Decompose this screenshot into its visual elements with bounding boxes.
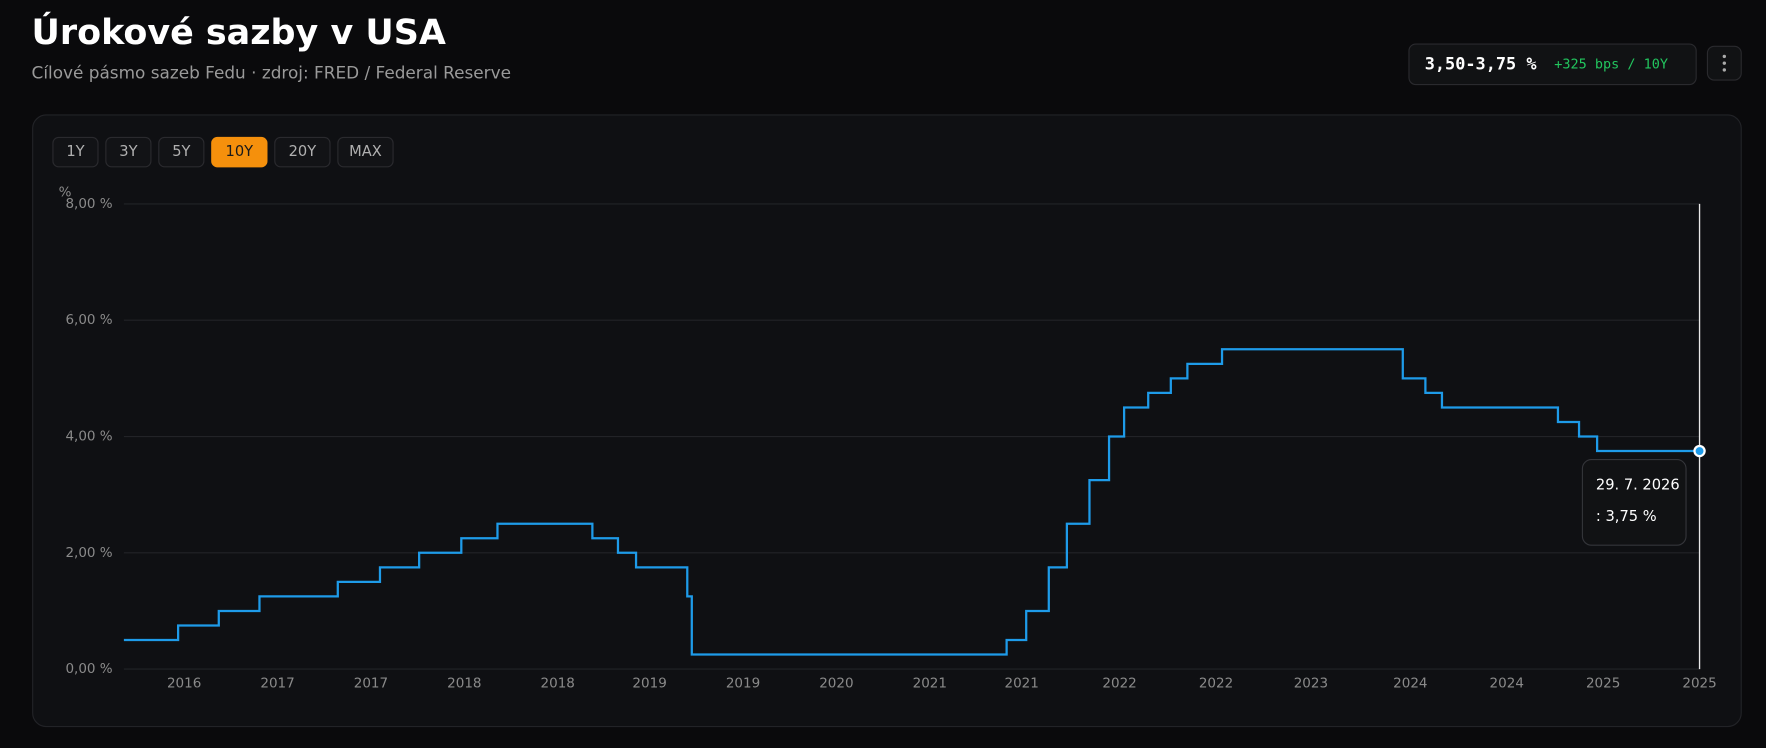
x-tick-label: 2022: [1199, 676, 1233, 692]
tooltip: [1581, 459, 1687, 546]
page-subtitle: Cílové pásmo sazeb Fedu · zdroj: FRED / …: [32, 62, 511, 82]
y-tick-label: 0,00 %: [65, 661, 112, 677]
page-title: Úrokové sazby v USA: [32, 11, 446, 53]
y-unit: %: [59, 185, 72, 201]
x-tick-label: 2018: [541, 676, 575, 692]
range-button-label[interactable]: 3Y: [119, 143, 137, 160]
y-tick-label: 8,00 %: [65, 196, 112, 212]
range-button[interactable]: [274, 136, 331, 168]
end-point: [1693, 444, 1706, 458]
x-tick-label: 2021: [1005, 676, 1039, 692]
x-tick-label: 2016: [167, 676, 201, 692]
x-tick-label: 2024: [1393, 676, 1427, 692]
rate-value: 3,50-3,75 %: [1425, 53, 1538, 73]
range-button-label[interactable]: MAX: [349, 143, 382, 160]
x-tick-label: 2017: [260, 676, 294, 692]
range-button[interactable]: [337, 136, 394, 168]
rate-line: [123, 348, 1700, 656]
rate-change: +325 bps / 10Y: [1554, 56, 1668, 72]
x-tick-label: 2018: [447, 676, 481, 692]
range-button[interactable]: [158, 136, 205, 168]
range-button-label[interactable]: 20Y: [289, 143, 317, 160]
range-button[interactable]: [105, 136, 152, 168]
y-tick-label: 2,00 %: [65, 545, 112, 561]
x-tick-label: 2022: [1102, 676, 1136, 692]
chart-panel: [32, 114, 1742, 728]
y-tick-label: 4,00 %: [65, 429, 112, 445]
menu-dot: [1722, 61, 1727, 65]
range-button[interactable]: [211, 136, 268, 168]
range-button[interactable]: [52, 136, 99, 168]
x-tick-label: 2024: [1490, 676, 1524, 692]
range-button-label[interactable]: 1Y: [66, 143, 84, 160]
range-button-label[interactable]: 10Y: [226, 143, 254, 160]
tooltip-value: : 3,75 %: [1596, 508, 1657, 525]
x-tick-label: 2017: [354, 676, 388, 692]
tooltip-date: 29. 7. 2026: [1596, 477, 1680, 494]
x-tick-label: 2021: [913, 676, 947, 692]
x-tick-label: 2025: [1586, 676, 1620, 692]
rate-badge: [1408, 43, 1697, 86]
y-tick-label: 6,00 %: [65, 312, 112, 328]
range-button-label[interactable]: 5Y: [172, 143, 190, 160]
x-tick-label: 2025: [1682, 676, 1716, 692]
x-tick-label: 2019: [632, 676, 666, 692]
x-tick-label: 2019: [726, 676, 760, 692]
x-tick-label: 2023: [1294, 676, 1328, 692]
menu-dot: [1722, 54, 1727, 59]
menu-dot: [1722, 68, 1727, 72]
x-tick-label: 2020: [819, 676, 853, 692]
